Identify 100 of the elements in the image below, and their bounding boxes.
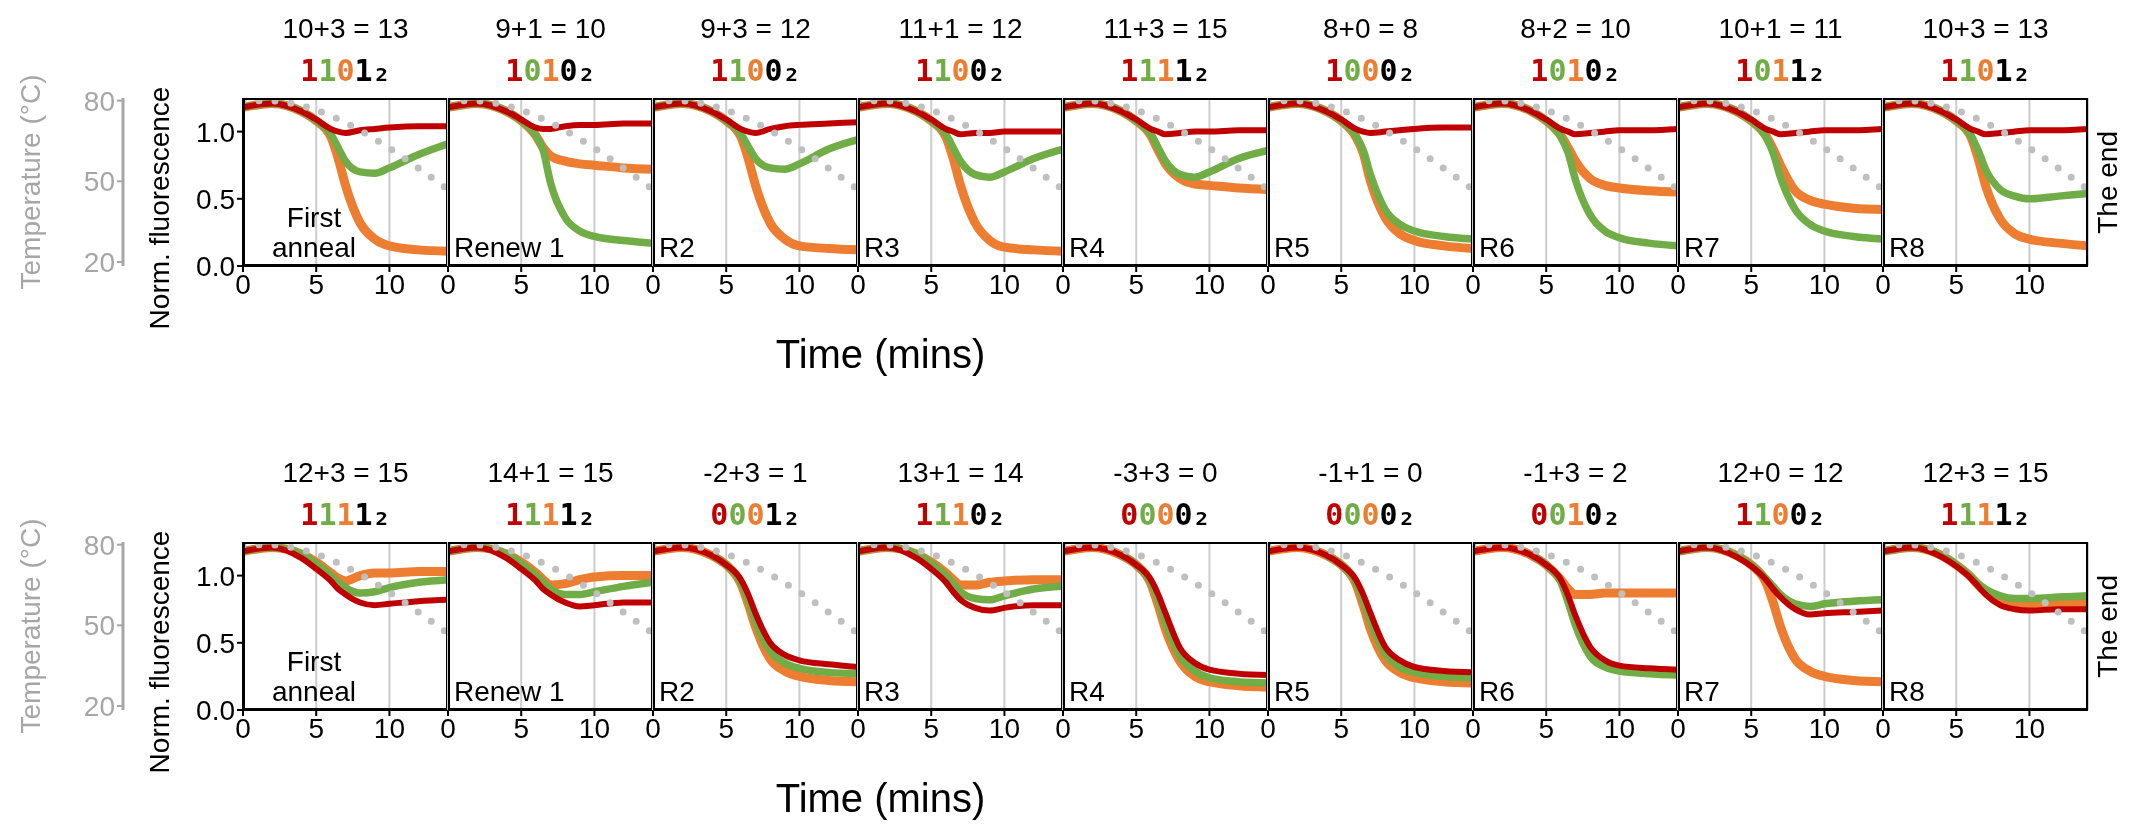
x-tick-label: 10 — [783, 268, 816, 300]
chart-title: 10+1 = 11 — [1717, 12, 1844, 46]
x-tick-label: 10 — [988, 712, 1021, 744]
x-tick-label: 10 — [578, 712, 611, 744]
annotation: R8 — [1889, 231, 1925, 263]
x-tick-label: 10 — [2013, 712, 2046, 744]
y2-tick-label: 50 — [83, 166, 115, 198]
x-tick-label: 5 — [1743, 268, 1759, 300]
x-tick-label: 0 — [440, 712, 456, 744]
x-tick-label: 0 — [440, 268, 456, 300]
chart-title: 11+1 = 12 — [897, 12, 1024, 46]
y-tick-label: 0.0 — [196, 250, 235, 282]
x-tick-label: 5 — [923, 712, 939, 744]
x-tick-label: 5 — [718, 268, 734, 300]
chart-subtitle: 1110₂ — [915, 497, 1006, 532]
y2-tick-label: 20 — [83, 690, 115, 722]
x-tick-label: 5 — [718, 712, 734, 744]
y-axis-title: Norm. fluorescence — [143, 530, 175, 774]
chart-subtitle: 1111₂ — [1940, 497, 2031, 532]
x-tick-label: 10 — [578, 268, 611, 300]
chart-title: 11+3 = 15 — [1102, 12, 1229, 46]
annotation: R5 — [1274, 675, 1310, 707]
x-tick-label: 0 — [1055, 712, 1071, 744]
x-tick-label: 0 — [1465, 712, 1481, 744]
chart-title: 10+3 = 13 — [1921, 12, 2050, 46]
chart-subtitle: 1100₂ — [915, 53, 1006, 88]
chart-subtitle: 1111₂ — [300, 497, 391, 532]
x-tick-label: 5 — [1333, 712, 1349, 744]
x-tick-label: 10 — [2013, 268, 2046, 300]
chart-subtitle: 1010₂ — [505, 53, 596, 88]
x-tick-label: 5 — [513, 712, 529, 744]
x-tick-label: 5 — [923, 268, 939, 300]
annotation: R4 — [1069, 675, 1105, 707]
chart-title: 14+1 = 15 — [486, 456, 615, 490]
x-tick-label: 0 — [235, 268, 251, 300]
chart-title: 13+1 = 14 — [896, 456, 1025, 490]
annotation: First anneal — [270, 646, 358, 707]
y2-tick-label: 80 — [83, 529, 115, 561]
y2-tick-label: 50 — [83, 610, 115, 642]
x-axis-title: Time (mins) — [775, 332, 986, 377]
x-tick-label: 0 — [1260, 268, 1276, 300]
x-tick-label: 5 — [1538, 268, 1554, 300]
chart-subtitle: 0010₂ — [1530, 497, 1621, 532]
x-axis-title: Time (mins) — [775, 776, 986, 821]
annotation: R7 — [1684, 231, 1720, 263]
chart-title: 12+0 = 12 — [1716, 456, 1845, 490]
x-tick-label: 5 — [1948, 712, 1964, 744]
x-tick-label: 5 — [1128, 712, 1144, 744]
x-tick-label: 5 — [1948, 268, 1964, 300]
y2-tick-label: 20 — [83, 246, 115, 278]
x-tick-label: 0 — [645, 712, 661, 744]
chart-title: 9+1 = 10 — [494, 12, 607, 46]
x-tick-label: 5 — [1743, 712, 1759, 744]
x-tick-label: 10 — [988, 268, 1021, 300]
x-tick-label: 10 — [1193, 268, 1226, 300]
y2-axis-title: Temperature (°C) — [14, 518, 46, 734]
chart-subtitle: 1111₂ — [505, 497, 596, 532]
x-tick-label: 10 — [1193, 712, 1226, 744]
annotation: R2 — [659, 231, 695, 263]
y2-axis-title: Temperature (°C) — [14, 74, 46, 290]
chart-title: 10+3 = 13 — [281, 12, 410, 46]
x-tick-label: 10 — [1808, 712, 1841, 744]
chart-subtitle: 1101₂ — [300, 53, 391, 88]
annotation: R6 — [1479, 231, 1515, 263]
text: The end — [2092, 130, 2124, 234]
text: The end — [2092, 574, 2124, 678]
chart-subtitle: 1011₂ — [1735, 53, 1826, 88]
x-tick-label: 5 — [308, 712, 324, 744]
chart-subtitle: 0001₂ — [710, 497, 801, 532]
y-tick-label: 1.0 — [196, 560, 235, 592]
chart-subtitle: 1000₂ — [1325, 53, 1416, 88]
chart-title: 12+3 = 15 — [1921, 456, 2050, 490]
x-tick-label: 0 — [1465, 268, 1481, 300]
chart-subtitle: 0000₂ — [1325, 497, 1416, 532]
x-tick-label: 0 — [1875, 712, 1891, 744]
annotation: Renew 1 — [454, 675, 565, 707]
annotation: R4 — [1069, 231, 1105, 263]
x-tick-label: 0 — [1875, 268, 1891, 300]
chart-title: -1+1 = 0 — [1317, 456, 1424, 490]
chart-title: 8+0 = 8 — [1322, 12, 1419, 46]
annotation: R6 — [1479, 675, 1515, 707]
chart-subtitle: 1111₂ — [1120, 53, 1211, 88]
chart-title: 8+2 = 10 — [1519, 12, 1632, 46]
chart-title: 9+3 = 12 — [699, 12, 812, 46]
x-tick-label: 0 — [850, 268, 866, 300]
annotation: R3 — [864, 231, 900, 263]
annotation: R7 — [1684, 675, 1720, 707]
annotation: R3 — [864, 675, 900, 707]
annotation: First anneal — [270, 202, 358, 263]
x-tick-label: 0 — [850, 712, 866, 744]
x-tick-label: 5 — [1538, 712, 1554, 744]
y-tick-label: 1.0 — [196, 116, 235, 148]
annotation: R8 — [1889, 675, 1925, 707]
chart-title: -3+3 = 0 — [1112, 456, 1219, 490]
y-tick-label: 0.5 — [196, 183, 235, 215]
chart-subtitle: 1100₂ — [1735, 497, 1826, 532]
chart-subtitle: 1100₂ — [710, 53, 801, 88]
x-tick-label: 10 — [373, 268, 406, 300]
x-tick-label: 5 — [513, 268, 529, 300]
x-tick-label: 0 — [235, 712, 251, 744]
